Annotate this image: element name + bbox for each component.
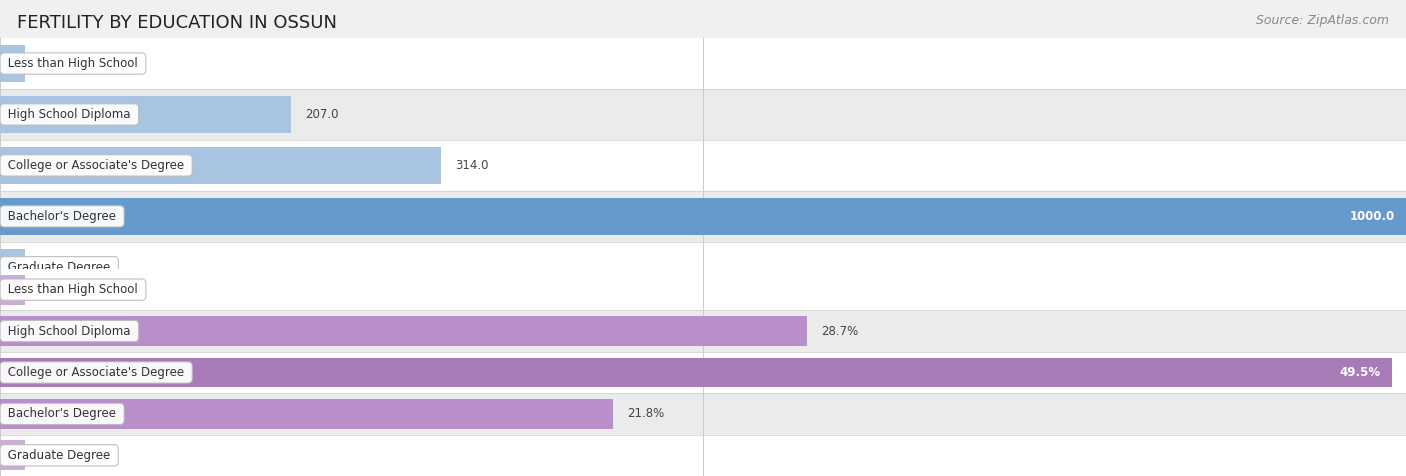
Text: High School Diploma: High School Diploma (4, 325, 135, 337)
Bar (0, 275, 25, 305)
Bar (0, 147, 441, 184)
Bar (0, 198, 1406, 235)
Bar (0, 249, 25, 286)
Text: 314.0: 314.0 (456, 159, 489, 172)
Text: Less than High School: Less than High School (4, 57, 142, 70)
Text: 49.5%: 49.5% (1340, 366, 1381, 379)
Text: 0.0: 0.0 (35, 261, 53, 274)
Text: College or Associate's Degree: College or Associate's Degree (4, 159, 188, 172)
Text: FERTILITY BY EDUCATION IN OSSUN: FERTILITY BY EDUCATION IN OSSUN (17, 14, 337, 32)
Bar (0, 316, 807, 346)
Bar (0, 38, 1406, 89)
Bar (0, 357, 1392, 387)
Bar (0, 140, 1406, 191)
Text: 0.0%: 0.0% (35, 449, 65, 462)
Bar (0, 96, 291, 133)
Text: 28.7%: 28.7% (821, 325, 858, 337)
Text: 1000.0: 1000.0 (1350, 210, 1395, 223)
Text: Less than High School: Less than High School (4, 283, 142, 296)
Text: Bachelor's Degree: Bachelor's Degree (4, 407, 120, 420)
Text: 207.0: 207.0 (305, 108, 339, 121)
Text: 21.8%: 21.8% (627, 407, 664, 420)
Text: Graduate Degree: Graduate Degree (4, 449, 114, 462)
Text: 0.0: 0.0 (35, 57, 53, 70)
Text: Graduate Degree: Graduate Degree (4, 261, 114, 274)
Bar (0, 310, 1406, 352)
Bar (0, 440, 25, 470)
Bar (0, 45, 25, 82)
Text: 0.0%: 0.0% (35, 283, 65, 296)
Bar (0, 352, 1406, 393)
Text: Source: ZipAtlas.com: Source: ZipAtlas.com (1256, 14, 1389, 27)
Bar (0, 393, 1406, 435)
Text: Bachelor's Degree: Bachelor's Degree (4, 210, 120, 223)
Bar (0, 242, 1406, 293)
Bar (0, 191, 1406, 242)
Bar (0, 89, 1406, 140)
Text: College or Associate's Degree: College or Associate's Degree (4, 366, 188, 379)
Text: High School Diploma: High School Diploma (4, 108, 135, 121)
Bar (0, 269, 1406, 310)
Bar (0, 399, 613, 429)
Bar (0, 435, 1406, 476)
